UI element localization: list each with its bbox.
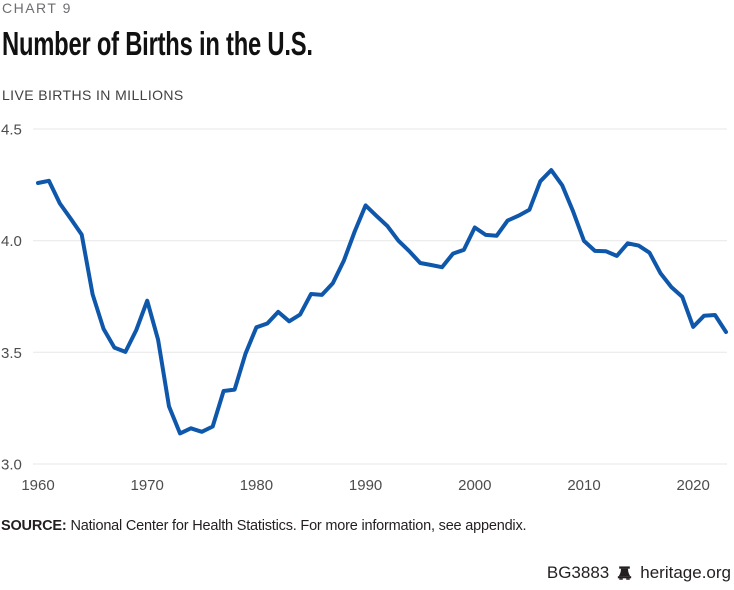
liberty-bell-icon: [618, 565, 632, 580]
y-tick-label: 3.5: [1, 345, 22, 362]
chart-title: Number of Births in the U.S.: [2, 25, 313, 62]
footer-brand: BG3883 heritage.org: [547, 563, 731, 583]
source-label: SOURCE:: [1, 518, 67, 534]
chart-kicker: CHART 9: [2, 0, 72, 16]
chart-subtitle: LIVE BIRTHS IN MILLIONS: [2, 87, 184, 103]
source-text: National Center for Health Statistics. F…: [70, 518, 527, 534]
x-tick-label: 2010: [567, 477, 600, 494]
x-tick-label: 2020: [677, 477, 710, 494]
y-tick-label: 4.5: [1, 122, 22, 139]
source-note: SOURCE: National Center for Health Statis…: [1, 518, 527, 534]
births-data-line: [36, 168, 728, 436]
x-tick-label: 1970: [131, 477, 164, 494]
x-tick-label: 1960: [21, 477, 54, 494]
site-name: heritage.org: [640, 563, 731, 582]
x-tick-label: 1990: [349, 477, 382, 494]
x-tick-label: 1980: [240, 477, 273, 494]
document-id: BG3883: [546, 563, 610, 582]
y-tick-label: 3.0: [1, 457, 22, 474]
x-tick-label: 2000: [458, 477, 491, 494]
y-tick-label: 4.0: [1, 233, 22, 250]
